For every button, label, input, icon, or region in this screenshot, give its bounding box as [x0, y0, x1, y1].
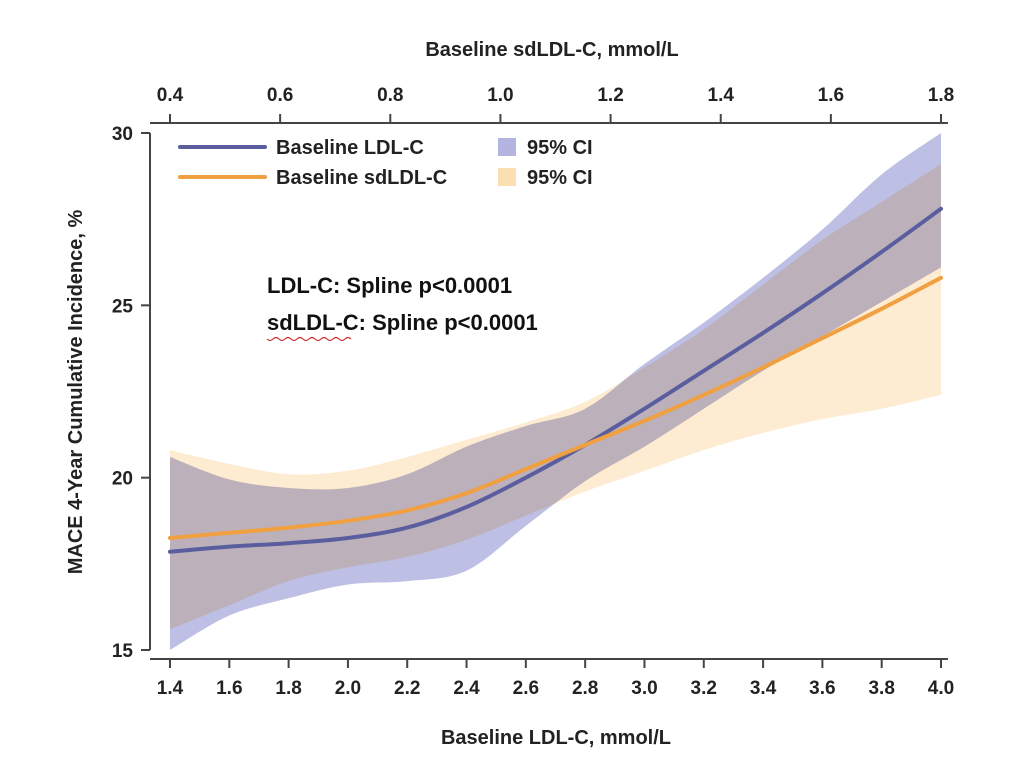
legend-label-sdldl: Baseline sdLDL-C	[276, 167, 447, 189]
ticks: 1.4 1.6 1.8 2.0 2.2 2.4 2.6 2.8 3.0 3.2 3.4 3.6 3.8 4…	[112, 85, 954, 699]
confidence-bands	[170, 133, 941, 650]
top-x-tick-label: 1.6	[818, 85, 844, 106]
top-x-axis-title: Baseline sdLDL-C, mmol/L	[425, 39, 678, 61]
top-x-tick-label: 1.0	[487, 85, 513, 106]
legend-swatch-ldl-ci	[498, 138, 516, 156]
x-tick-label: 3.6	[809, 678, 835, 699]
x-tick-label: 4.0	[928, 678, 954, 699]
x-tick-label: 3.2	[691, 678, 717, 699]
legend-label-ldl-ci: 95% CI	[527, 137, 593, 159]
top-x-tick-label: 0.4	[157, 85, 184, 106]
legend-label-ldl: Baseline LDL-C	[276, 137, 424, 159]
x-tick-label: 1.6	[216, 678, 242, 699]
legend: Baseline LDL-C 95% CI Baseline sdLDL-C 9…	[178, 137, 593, 189]
annotation-sdldl-spline: sdLDL-C: Spline p<0.0001	[267, 310, 538, 335]
series-lines	[168, 206, 943, 554]
top-x-tick-label: 0.6	[267, 85, 293, 106]
x-tick-label: 2.0	[335, 678, 361, 699]
legend-label-sdldl-ci: 95% CI	[527, 167, 593, 189]
x-tick-label: 2.2	[394, 678, 420, 699]
y-tick-label: 25	[112, 296, 134, 317]
x-tick-label: 3.0	[631, 678, 657, 699]
x-tick-label: 3.4	[750, 678, 777, 699]
top-x-tick-label: 1.2	[597, 85, 623, 106]
top-x-tick-label: 1.4	[708, 85, 735, 106]
series-line-ldl	[168, 206, 943, 554]
x-tick-label: 1.4	[157, 678, 184, 699]
x-tick-label: 1.8	[275, 678, 301, 699]
x-tick-label: 3.8	[868, 678, 894, 699]
x-tick-label: 2.4	[453, 678, 480, 699]
x-tick-label: 2.6	[513, 678, 539, 699]
spellcheck-underline	[266, 336, 352, 342]
annotation-ldl-spline: LDL-C: Spline p<0.0001	[267, 273, 512, 298]
y-tick-label: 30	[112, 124, 133, 145]
axes	[149, 122, 948, 660]
y-tick-label: 15	[112, 641, 134, 662]
y-tick-label: 20	[112, 469, 133, 490]
x-axis-title: Baseline LDL-C, mmol/L	[441, 727, 671, 749]
legend-swatch-sdldl-ci	[498, 168, 516, 186]
series-line-sdldl	[168, 275, 943, 540]
ci-band-sdldl	[170, 164, 941, 630]
top-x-tick-label: 1.8	[928, 85, 954, 106]
x-tick-label: 2.8	[572, 678, 598, 699]
y-axis-title: MACE 4-Year Cumulative Incidence, %	[65, 210, 87, 575]
top-x-tick-label: 0.8	[377, 85, 403, 106]
